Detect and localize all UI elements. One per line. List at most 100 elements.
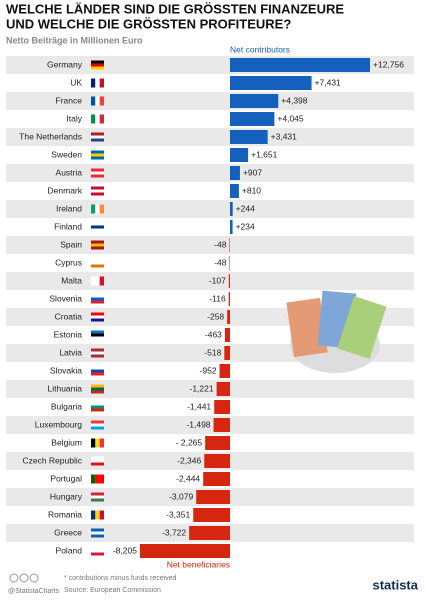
flag bbox=[91, 171, 104, 175]
flag bbox=[99, 510, 104, 520]
bar bbox=[228, 292, 230, 306]
row-stripe bbox=[6, 200, 414, 218]
value-label: -1,498 bbox=[186, 419, 210, 429]
flag bbox=[95, 510, 100, 520]
flag bbox=[91, 462, 104, 466]
flag bbox=[91, 546, 104, 550]
flag bbox=[91, 372, 104, 376]
flag bbox=[91, 63, 104, 67]
value-label: +12,756 bbox=[373, 59, 404, 69]
value-label: -3,079 bbox=[169, 491, 193, 501]
flag bbox=[91, 276, 96, 286]
value-label: -116 bbox=[209, 293, 226, 303]
chart-title: WELCHE LÄNDER SIND DIE GRÖSSTEN FINANZEU… bbox=[6, 1, 344, 16]
bar bbox=[203, 472, 230, 486]
value-label: -258 bbox=[207, 311, 224, 321]
flag bbox=[91, 426, 104, 430]
value-label: +810 bbox=[242, 185, 261, 195]
flag bbox=[91, 402, 104, 406]
bar bbox=[230, 58, 370, 72]
category-label: Hungary bbox=[50, 491, 83, 501]
flag bbox=[91, 228, 104, 232]
source: Source: European Commission bbox=[64, 587, 161, 594]
bar bbox=[219, 364, 230, 378]
subtitle: Netto Beiträge in Millionen Euro bbox=[6, 35, 143, 45]
bar bbox=[189, 526, 230, 540]
bar bbox=[230, 76, 312, 90]
flag bbox=[91, 384, 104, 388]
flag bbox=[91, 240, 104, 244]
flag bbox=[95, 204, 100, 214]
flag bbox=[91, 150, 104, 154]
row-stripe bbox=[6, 416, 414, 434]
bar bbox=[214, 400, 230, 414]
category-label: Austria bbox=[56, 167, 83, 177]
category-label: Ireland bbox=[56, 203, 82, 213]
flag bbox=[91, 336, 104, 340]
category-label: Italy bbox=[66, 113, 82, 123]
flag bbox=[91, 405, 104, 409]
value-label: -3,722 bbox=[162, 527, 186, 537]
category-label: Denmark bbox=[48, 185, 83, 195]
flag bbox=[91, 297, 104, 301]
flag bbox=[91, 498, 104, 502]
flag bbox=[91, 168, 104, 172]
flag bbox=[91, 354, 104, 358]
flag bbox=[91, 408, 104, 412]
flag bbox=[91, 312, 104, 316]
flag bbox=[91, 258, 104, 262]
flag bbox=[91, 315, 104, 319]
category-label: Malta bbox=[61, 275, 82, 285]
bar bbox=[196, 490, 230, 504]
flag bbox=[91, 423, 104, 427]
bar bbox=[230, 130, 268, 144]
flag bbox=[91, 222, 104, 226]
category-label: Germany bbox=[47, 59, 83, 69]
value-label: -518 bbox=[204, 347, 221, 357]
flag bbox=[91, 420, 104, 424]
flag bbox=[99, 96, 104, 106]
row-stripe bbox=[6, 128, 414, 146]
bar bbox=[230, 94, 279, 108]
category-label: Romania bbox=[48, 509, 82, 519]
row-stripe bbox=[6, 164, 414, 182]
flag bbox=[91, 189, 104, 193]
category-label: Cyprus bbox=[55, 257, 82, 267]
category-label: Poland bbox=[56, 545, 83, 555]
flag bbox=[91, 459, 104, 463]
category-label: Finland bbox=[54, 221, 82, 231]
row-stripe bbox=[6, 272, 414, 290]
euro-notes bbox=[286, 290, 387, 373]
flag bbox=[91, 348, 104, 352]
bar bbox=[228, 274, 230, 288]
bar bbox=[193, 508, 230, 522]
bar bbox=[229, 238, 230, 252]
value-label: -48 bbox=[214, 239, 227, 249]
flag bbox=[91, 390, 104, 394]
flag bbox=[91, 174, 104, 178]
license-icon bbox=[29, 573, 39, 583]
category-label: Latvia bbox=[59, 347, 82, 357]
category-label: Greece bbox=[54, 527, 82, 537]
flag bbox=[91, 66, 104, 70]
value-label: -3,351 bbox=[166, 509, 190, 519]
flag bbox=[91, 474, 96, 484]
license-icon bbox=[19, 573, 29, 583]
bar bbox=[229, 256, 230, 270]
license-icon bbox=[9, 573, 19, 583]
flag bbox=[95, 276, 100, 286]
category-label: Slovenia bbox=[49, 293, 82, 303]
flag bbox=[91, 261, 104, 265]
flag bbox=[91, 510, 96, 520]
value-label: -1,221 bbox=[189, 383, 213, 393]
bar bbox=[230, 220, 233, 234]
flag bbox=[91, 492, 104, 496]
flag bbox=[91, 531, 104, 535]
value-label: +3,431 bbox=[271, 131, 298, 141]
category-label: Estonia bbox=[54, 329, 83, 339]
bar bbox=[204, 454, 230, 468]
flag bbox=[99, 276, 104, 286]
flag bbox=[91, 132, 104, 136]
flag bbox=[95, 96, 100, 106]
